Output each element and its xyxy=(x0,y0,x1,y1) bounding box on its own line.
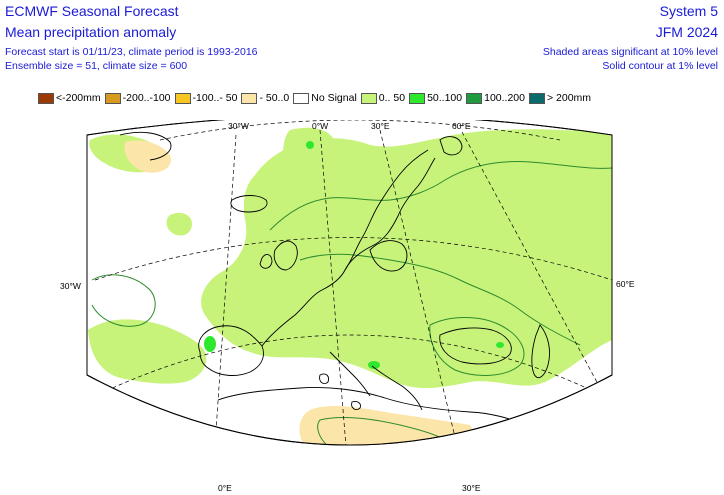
grid-label-top: 0°W xyxy=(312,121,328,131)
legend: <-200mm -200..-100 -100..- 50 - 50..0 No… xyxy=(38,92,595,104)
legend-swatch xyxy=(466,92,483,104)
legend-label: No Signal xyxy=(311,92,357,104)
significance-contour xyxy=(429,317,525,376)
grid-label-bottom: 0°E xyxy=(218,483,232,493)
legend-item: 100..200 xyxy=(466,92,525,104)
legend-label: -200..-100 xyxy=(122,92,171,104)
positive-anomaly-area xyxy=(550,400,583,436)
coastlines xyxy=(119,131,551,426)
legend-item: 0.. 50 xyxy=(360,92,406,104)
legend-item: - 50..0 xyxy=(241,92,289,104)
grid-label-left: 30°W xyxy=(60,281,81,291)
significance-note-contour: Solid contour at 1% level xyxy=(602,60,718,72)
legend-label: -100..- 50 xyxy=(192,92,238,104)
title-line-1: ECMWF Seasonal Forecast xyxy=(5,3,179,19)
legend-item: No Signal xyxy=(293,92,357,104)
medium-positive-anomaly xyxy=(496,342,504,348)
legend-item: > 200mm xyxy=(528,92,592,104)
legend-swatch xyxy=(38,92,54,104)
positive-anomaly-area xyxy=(88,319,207,384)
medium-positive-anomaly xyxy=(204,336,216,352)
legend-label: > 200mm xyxy=(546,92,592,104)
negative-anomaly-area xyxy=(124,140,171,173)
legend-label: 50..100 xyxy=(427,92,463,104)
legend-label: 100..200 xyxy=(484,92,525,104)
legend-swatch xyxy=(528,92,545,104)
map-border xyxy=(86,120,613,446)
legend-swatch xyxy=(104,92,121,104)
negative-anomaly-area xyxy=(568,419,580,438)
system-label: System 5 xyxy=(659,3,718,19)
legend-label: <-200mm xyxy=(56,92,101,104)
grid-label-top: 30°W xyxy=(228,121,249,131)
medium-positive-anomaly xyxy=(306,141,314,149)
legend-swatch xyxy=(293,92,310,104)
legend-label: - 50..0 xyxy=(259,92,290,104)
significance-contour xyxy=(317,417,461,445)
medium-positive-anomaly xyxy=(368,361,380,369)
forecast-map: 30°W 0°W 30°E 60°E 30°W 60°E 0°E 30°E xyxy=(60,120,635,493)
positive-anomaly-area xyxy=(166,212,192,236)
legend-item: -200..-100 xyxy=(104,92,171,104)
grid-label-bottom: 30°E xyxy=(462,483,481,493)
legend-item: <-200mm xyxy=(38,92,101,104)
legend-item: -100..- 50 xyxy=(174,92,238,104)
ensemble-info: Ensemble size = 51, climate size = 600 xyxy=(5,60,188,72)
significance-contour xyxy=(91,274,156,327)
significance-contour xyxy=(299,253,581,346)
grid-label-top: 60°E xyxy=(452,121,471,131)
significance-contour xyxy=(269,161,612,231)
legend-swatch xyxy=(360,92,377,104)
grid-label-right: 60°E xyxy=(616,279,635,289)
legend-swatch xyxy=(241,92,258,104)
significance-note-shaded: Shaded areas significant at 10% level xyxy=(542,46,718,58)
forecast-info: Forecast start is 01/11/23, climate peri… xyxy=(5,46,258,58)
title-line-2: Mean precipitation anomaly xyxy=(5,24,177,40)
legend-swatch xyxy=(409,92,426,104)
legend-item: 50..100 xyxy=(409,92,462,104)
legend-label: 0.. 50 xyxy=(378,92,406,104)
season-label: JFM 2024 xyxy=(655,24,718,40)
graticule xyxy=(87,120,612,445)
legend-swatch xyxy=(174,92,191,104)
grid-label-top: 30°E xyxy=(371,121,390,131)
